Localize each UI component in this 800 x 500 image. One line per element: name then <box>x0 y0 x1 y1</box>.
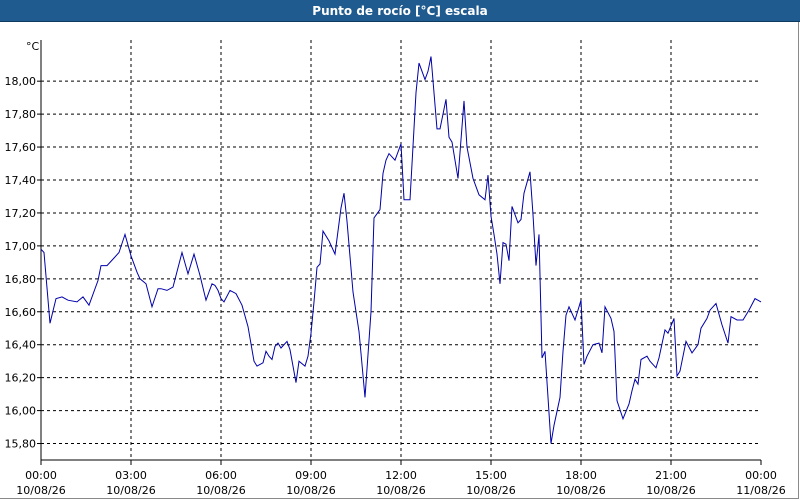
y-tick-label: 16,00 <box>5 405 37 418</box>
y-tick-label: 18,00 <box>5 75 37 88</box>
x-tick-time-label: 15:00 <box>475 469 507 482</box>
x-tick-time-label: 00:00 <box>745 469 777 482</box>
x-tick-date-label: 10/08/26 <box>556 484 605 497</box>
chart-title: Punto de rocío [°C] escala <box>0 0 800 22</box>
chart-frame <box>0 22 799 499</box>
y-tick-label: 17,60 <box>5 141 37 154</box>
x-tick-date-label: 10/08/26 <box>286 484 335 497</box>
y-tick-label: 16,80 <box>5 273 37 286</box>
y-tick-label: 17,20 <box>5 207 37 220</box>
x-tick-date-label: 10/08/26 <box>106 484 155 497</box>
y-axis-unit-label: °C <box>26 40 40 53</box>
y-tick-label: 17,80 <box>5 108 37 121</box>
y-axis-ticks: 15,80 16,00 16,20 16,40 16,60 16,80 17,00 17,20… <box>5 75 41 451</box>
chart-grid <box>41 40 761 460</box>
x-tick-date-label: 10/08/26 <box>196 484 245 497</box>
y-tick-label: 17,40 <box>5 174 37 187</box>
x-tick-date-label: 10/08/26 <box>376 484 425 497</box>
y-tick-label: 16,40 <box>5 339 37 352</box>
series-line <box>40 56 762 444</box>
x-tick-time-label: 06:00 <box>205 469 237 482</box>
x-tick-time-label: 21:00 <box>655 469 687 482</box>
y-tick-label: 17,00 <box>5 240 37 253</box>
x-tick-time-label: 03:00 <box>115 469 147 482</box>
x-tick-time-label: 09:00 <box>295 469 327 482</box>
y-tick-label: 16,20 <box>5 372 37 385</box>
x-axis-ticks: 00:00 10/08/26 03:00 10/08/26 06:00 10/08/26 0… <box>16 460 786 497</box>
x-tick-date-label: 10/08/26 <box>16 484 65 497</box>
x-tick-time-label: 12:00 <box>385 469 417 482</box>
x-tick-time-label: 18:00 <box>565 469 597 482</box>
chart-series <box>40 56 762 444</box>
x-tick-time-label: 00:00 <box>25 469 57 482</box>
chart-title-text: Punto de rocío [°C] escala <box>312 3 488 18</box>
y-tick-label: 16,60 <box>5 306 37 319</box>
x-tick-date-label: 10/08/26 <box>646 484 695 497</box>
x-tick-date-label: 10/08/26 <box>466 484 515 497</box>
x-tick-date-label: 11/08/26 <box>736 484 785 497</box>
y-tick-label: 15,80 <box>5 438 37 451</box>
